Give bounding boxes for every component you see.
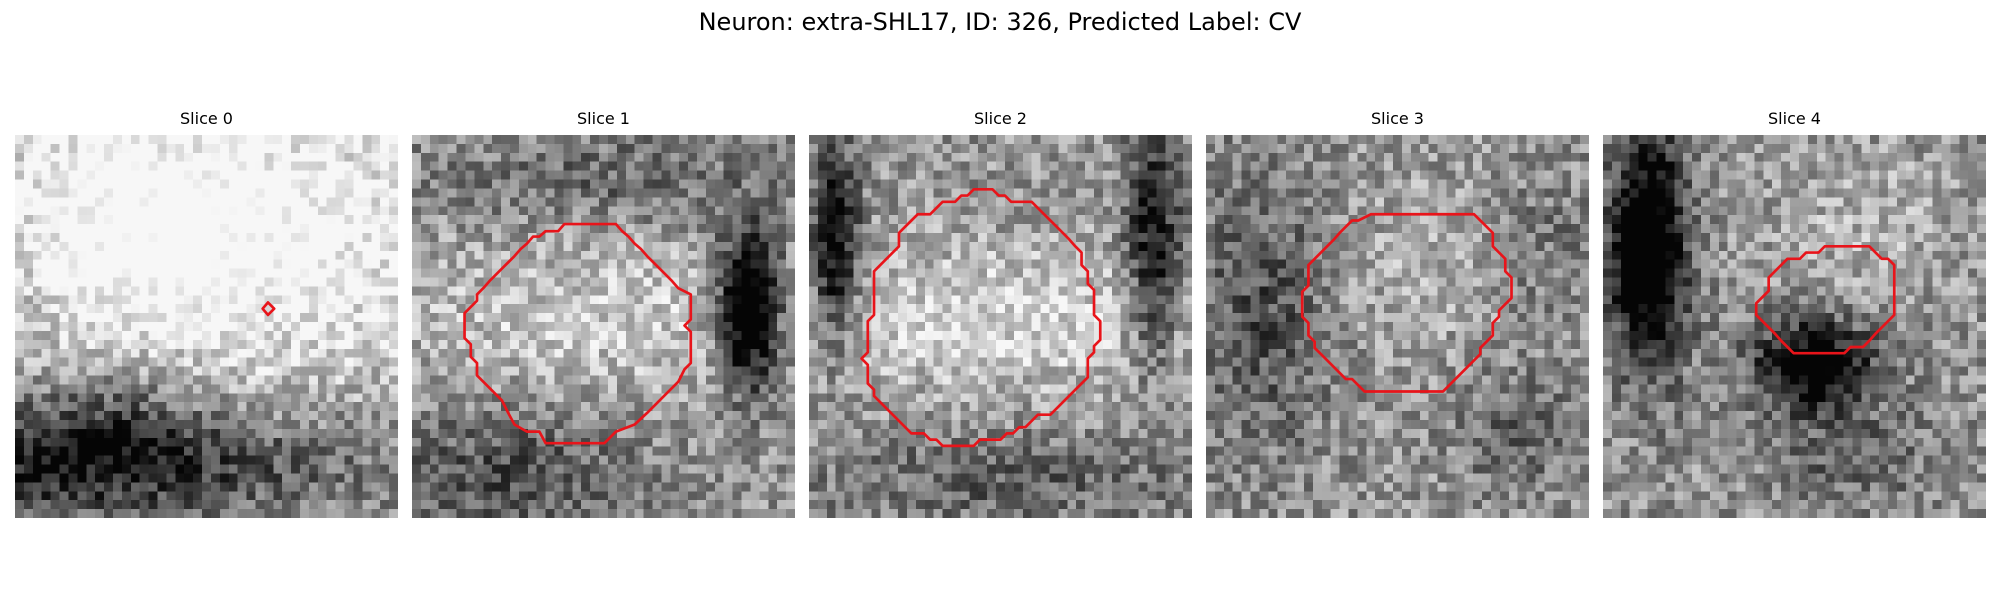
figure-title: Neuron: extra-SHL17, ID: 326, Predicted … [698,8,1302,36]
slice-panel-4: Slice 4 [1603,108,1986,518]
slice-image [1603,135,1986,518]
roi-contour [860,187,1102,448]
slice-title: Slice 0 [180,109,233,128]
roi-overlay [1300,212,1513,393]
roi-contour [1300,212,1513,393]
roi-contour [261,301,276,317]
slice-image [412,135,795,518]
grayscale-image [1603,135,1986,518]
slice-panel-3: Slice 3 [1206,108,1589,518]
slice-image [1206,135,1589,518]
roi-overlay [463,222,693,445]
slice-title: Slice 3 [1371,109,1424,128]
roi-overlay [1754,245,1896,355]
grayscale-image [809,135,1192,518]
slice-image [15,135,398,518]
grayscale-image [15,135,398,518]
grayscale-image [1206,135,1589,518]
slice-title: Slice 1 [577,109,630,128]
slice-image [809,135,1192,518]
slice-title: Slice 4 [1768,109,1821,128]
slice-title: Slice 2 [974,109,1027,128]
roi-overlay [261,301,276,317]
roi-overlay [860,187,1102,448]
slice-panel-2: Slice 2 [809,108,1192,518]
roi-contour [463,222,693,445]
slice-panel-0: Slice 0 [15,108,398,518]
roi-contour [1754,245,1896,355]
grayscale-image [412,135,795,518]
slice-panel-1: Slice 1 [412,108,795,518]
